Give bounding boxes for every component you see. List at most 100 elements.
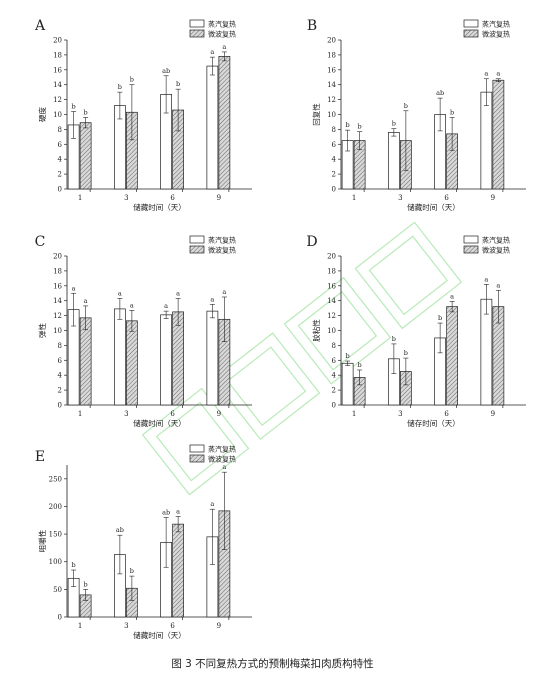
y-tick-label: 8 xyxy=(58,342,62,350)
significance-letter: b xyxy=(358,361,362,369)
significance-letter: b xyxy=(392,335,396,343)
watermark xyxy=(141,221,463,496)
significance-letter: b xyxy=(84,108,88,116)
x-tick-label: 1 xyxy=(352,410,356,418)
significance-letter: b xyxy=(404,102,408,110)
y-tick-label: 18 xyxy=(327,51,336,59)
x-tick-label: 1 xyxy=(78,410,82,418)
significance-letter: b xyxy=(358,123,362,131)
y-tick-label: 18 xyxy=(53,267,62,275)
significance-letter: a xyxy=(222,43,226,51)
legend-label: 蒸汽复热 xyxy=(208,20,236,29)
significance-letter: a xyxy=(118,289,122,297)
y-tick-label: 6 xyxy=(58,141,63,149)
y-tick-label: 16 xyxy=(327,66,336,74)
x-tick-label: 9 xyxy=(491,410,495,418)
significance-letter: b xyxy=(118,83,122,91)
significance-letter: a xyxy=(450,292,454,300)
figure-caption: 图 3 不同复热方式的预制梅菜扣肉质构特性 xyxy=(171,658,374,670)
y-tick-label: 12 xyxy=(53,312,62,320)
significance-letter: a xyxy=(222,288,226,296)
chart-panel-c: C02468101214161820弹性储藏时间（天）1aa3aa6aa9aa蒸… xyxy=(35,234,252,428)
y-tick-label: 16 xyxy=(327,282,336,290)
bar-steam xyxy=(206,65,219,190)
x-tick-label: 3 xyxy=(124,194,128,202)
y-tick-label: 2 xyxy=(58,171,62,179)
legend-swatch-microwave xyxy=(189,245,205,254)
x-tick-label: 1 xyxy=(352,194,356,202)
legend-swatch-steam xyxy=(463,235,479,244)
y-tick-label: 20 xyxy=(53,253,62,261)
y-tick-label: 14 xyxy=(53,81,62,89)
y-tick-label: 4 xyxy=(332,156,337,164)
x-axis-label: 储藏时间（天） xyxy=(133,418,186,428)
y-tick-label: 14 xyxy=(327,81,336,89)
legend-swatch-microwave xyxy=(463,245,479,254)
significance-letter: a xyxy=(72,284,76,292)
significance-letter: a xyxy=(222,463,226,471)
y-tick-label: 6 xyxy=(58,357,63,365)
y-tick-label: 8 xyxy=(332,342,336,350)
y-tick-label: 10 xyxy=(327,327,336,335)
y-tick-label: 4 xyxy=(58,372,63,380)
y-tick-label: 20 xyxy=(327,253,336,261)
bar-microwave xyxy=(126,320,138,406)
y-tick-label: 8 xyxy=(332,126,336,134)
significance-letter: b xyxy=(346,352,350,360)
bar-steam xyxy=(160,314,172,406)
bar-microwave xyxy=(446,306,458,406)
x-tick-label: 3 xyxy=(398,194,402,202)
bar-steam xyxy=(341,362,354,406)
y-tick-label: 14 xyxy=(327,297,336,305)
y-tick-label: 20 xyxy=(327,37,336,45)
significance-letter: ab xyxy=(162,509,170,517)
x-tick-label: 9 xyxy=(217,410,221,418)
significance-letter: b xyxy=(450,108,454,116)
significance-letter: a xyxy=(210,295,214,303)
legend-label: 蒸汽复热 xyxy=(208,236,236,245)
y-tick-label: 0 xyxy=(58,186,62,194)
significance-letter: ab xyxy=(436,89,444,97)
x-tick-label: 9 xyxy=(491,194,495,202)
legend-swatch-microwave xyxy=(189,29,205,38)
legend-label: 微波复热 xyxy=(482,246,510,255)
significance-letter: b xyxy=(176,80,180,88)
legend-label: 微波复热 xyxy=(482,30,510,39)
y-tick-label: 18 xyxy=(53,51,62,59)
y-tick-label: 2 xyxy=(332,387,336,395)
y-tick-label: 6 xyxy=(332,357,337,365)
legend-swatch-microwave xyxy=(189,454,205,463)
y-axis-label: 胶粘性 xyxy=(311,319,321,342)
significance-letter: a xyxy=(210,48,214,56)
y-tick-label: 10 xyxy=(53,327,62,335)
y-tick-label: 4 xyxy=(58,156,63,164)
legend-label: 蒸汽复热 xyxy=(482,20,510,29)
x-tick-label: 6 xyxy=(170,410,175,418)
chart-panel-a: A02468101214161820硬度储藏时间（天）1bb3bb6abb9aa… xyxy=(34,18,252,212)
y-tick-label: 12 xyxy=(327,312,336,320)
bar-steam xyxy=(114,308,126,406)
y-tick-label: 20 xyxy=(53,37,62,45)
y-tick-label: 0 xyxy=(332,186,336,194)
legend-swatch-microwave xyxy=(463,29,479,38)
y-tick-label: 16 xyxy=(53,66,62,74)
significance-letter: a xyxy=(496,70,500,78)
x-axis-label: 储藏时间（天） xyxy=(133,202,186,212)
y-tick-label: 10 xyxy=(53,111,62,119)
y-tick-label: 2 xyxy=(58,387,62,395)
x-tick-label: 6 xyxy=(170,622,175,630)
y-axis-label: 咀嚼性 xyxy=(37,529,47,552)
legend-swatch-steam xyxy=(189,235,205,244)
chart-panel-d: D02468101214161820胶粘性储存时间（天）1bb3bb6ba9aa… xyxy=(306,234,526,428)
y-tick-label: 14 xyxy=(53,297,62,305)
panel-label: A xyxy=(34,18,46,34)
bar-steam xyxy=(388,132,400,190)
bar-microwave xyxy=(172,523,184,618)
y-tick-label: 8 xyxy=(58,126,62,134)
bar-microwave xyxy=(492,79,505,190)
x-axis-label: 储藏时间（天） xyxy=(133,630,186,640)
legend-swatch-steam xyxy=(189,444,205,453)
y-axis-label: 硬度 xyxy=(37,107,47,122)
